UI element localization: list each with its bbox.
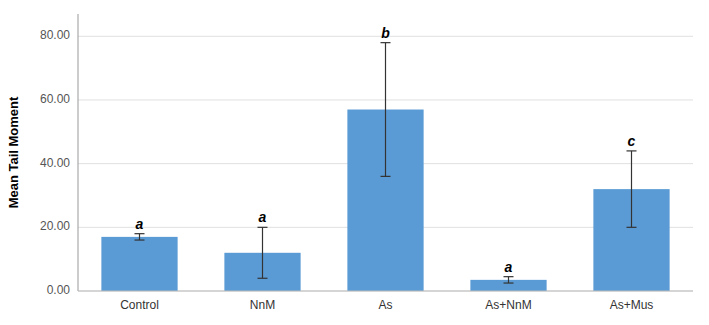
x-ticks: Control NnM As As+NnM As+Mus (120, 298, 653, 312)
error-bar-cap (381, 176, 391, 177)
y-tick-label: 0.00 (47, 283, 71, 297)
y-axis-line (78, 14, 79, 291)
error-bar-cap (627, 227, 637, 228)
x-tick-label: As+Mus (610, 298, 654, 312)
x-tick-label: As (378, 298, 392, 312)
error-bar-stem (262, 227, 263, 278)
y-tick-label: 40.00 (40, 156, 70, 170)
significance-letter: c (628, 133, 636, 149)
y-tick-label: 60.00 (40, 92, 70, 106)
error-bar-stem (385, 43, 386, 177)
error-bar (135, 234, 145, 240)
error-bar-stem (139, 234, 140, 240)
chart-container: 0.00 20.00 40.00 60.00 80.00 a a b a c Control NnM A… (0, 0, 709, 325)
significance-letter: a (259, 209, 267, 225)
error-bar-cap (627, 150, 637, 151)
error-bar-cap (504, 276, 514, 277)
y-ticks: 0.00 20.00 40.00 60.00 80.00 (40, 28, 70, 297)
x-tick-label: NnM (250, 298, 275, 312)
error-bar-stem (508, 277, 509, 283)
grid (78, 36, 693, 291)
bar (101, 237, 177, 291)
error-bar-cap (258, 227, 268, 228)
error-bar (381, 43, 391, 177)
chart: 0.00 20.00 40.00 60.00 80.00 a a b a c Control NnM A… (0, 0, 709, 325)
error-bar (627, 151, 637, 227)
y-tick-label: 80.00 (40, 28, 70, 42)
error-bar-cap (381, 42, 391, 43)
error-bar-stem (631, 151, 632, 227)
significance-letter: a (505, 259, 513, 275)
plot-area (101, 43, 669, 291)
error-bar-cap (504, 282, 514, 283)
significance-letter: a (136, 216, 144, 232)
letters: a a b a c (136, 25, 636, 275)
error-bar (258, 227, 268, 278)
x-tick-label: Control (120, 298, 159, 312)
error-bar-cap (258, 278, 268, 279)
error-bar-cap (135, 239, 145, 240)
grid-line (78, 291, 693, 292)
significance-letter: b (381, 25, 390, 41)
x-tick-label: As+NnM (485, 298, 531, 312)
error-bar-cap (135, 233, 145, 234)
y-axis-label: Mean Tail Moment (6, 96, 21, 208)
y-tick-label: 20.00 (40, 219, 70, 233)
x-axis-line (78, 291, 693, 292)
error-bar (504, 277, 514, 283)
